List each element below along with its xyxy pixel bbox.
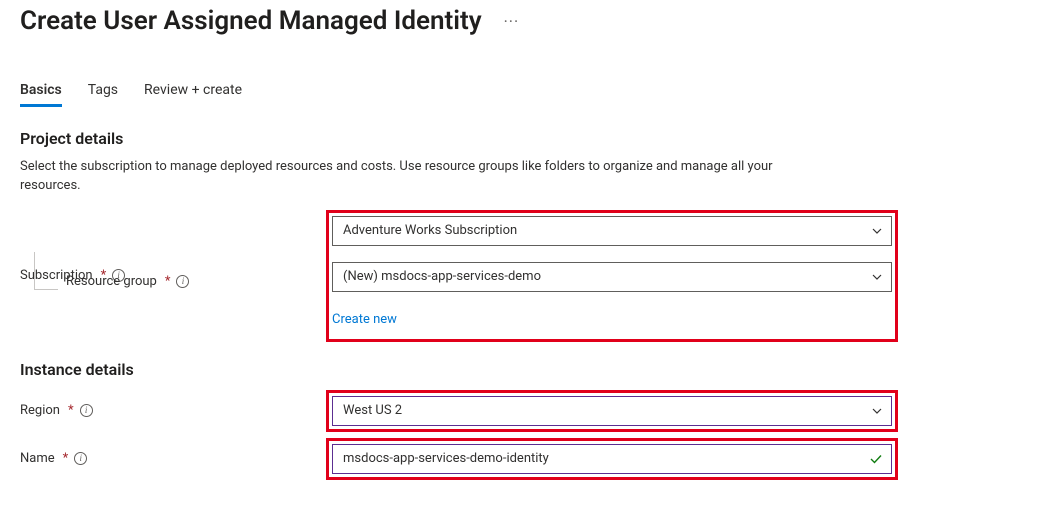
region-value: West US 2 [343,403,402,418]
tabs-bar: Basics Tags Review + create [20,82,1030,107]
resource-group-dropdown[interactable]: (New) msdocs-app-services-demo [332,262,892,292]
required-marker: * [68,403,74,418]
label-resource-group-text: Resource group [66,274,157,289]
section-title-instance: Instance details [20,360,1030,379]
page-title: Create User Assigned Managed Identity [20,6,482,36]
subscription-value: Adventure Works Subscription [343,223,517,238]
label-name: Name * i [20,451,332,466]
create-new-link[interactable]: Create new [332,312,397,327]
more-actions-button[interactable]: ··· [500,8,524,35]
info-icon[interactable]: i [80,404,93,417]
chevron-down-icon [871,271,883,283]
subscription-dropdown[interactable]: Adventure Works Subscription [332,216,892,246]
tree-connector [34,252,58,290]
check-icon [869,452,883,466]
required-marker: * [165,274,171,289]
section-title-project: Project details [20,129,1030,148]
tab-review-create[interactable]: Review + create [144,82,242,106]
chevron-down-icon [871,225,883,237]
tab-tags[interactable]: Tags [88,82,118,106]
section-desc-project: Select the subscription to manage deploy… [20,158,780,196]
label-region-text: Region [20,403,60,418]
label-name-text: Name [20,451,55,466]
info-icon[interactable]: i [176,275,189,288]
required-marker: * [63,451,69,466]
name-value: msdocs-app-services-demo-identity [343,451,549,466]
chevron-down-icon [871,405,883,417]
tab-basics[interactable]: Basics [20,82,62,106]
region-dropdown[interactable]: West US 2 [332,396,892,426]
resource-group-value: (New) msdocs-app-services-demo [343,269,541,284]
label-region: Region * i [20,403,332,418]
name-input[interactable]: msdocs-app-services-demo-identity [332,444,892,474]
info-icon[interactable]: i [74,452,87,465]
label-resource-group: Resource group * i [20,274,332,289]
